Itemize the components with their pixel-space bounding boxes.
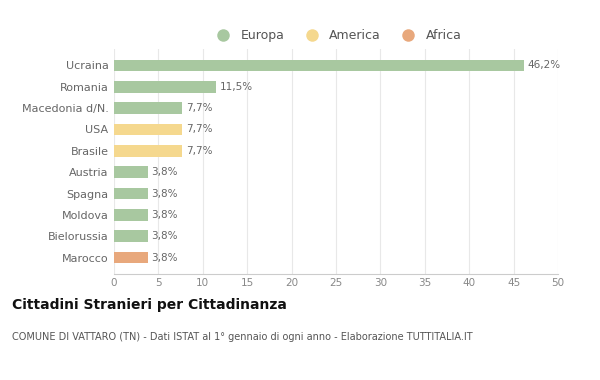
Text: Cittadini Stranieri per Cittadinanza: Cittadini Stranieri per Cittadinanza [12,298,287,312]
Legend: Europa, America, Africa: Europa, America, Africa [205,24,467,47]
Text: 7,7%: 7,7% [186,103,212,113]
Bar [114,124,182,135]
Bar [114,166,148,178]
Bar [114,145,182,157]
Text: 7,7%: 7,7% [186,125,212,135]
Bar [114,60,524,71]
Text: 3,8%: 3,8% [151,231,178,241]
Text: 3,8%: 3,8% [151,167,178,177]
Bar [114,230,148,242]
Text: 46,2%: 46,2% [528,60,561,70]
Text: 3,8%: 3,8% [151,253,178,263]
Bar [114,188,148,200]
Text: 3,8%: 3,8% [151,210,178,220]
Text: 11,5%: 11,5% [220,82,253,92]
Text: COMUNE DI VATTARO (TN) - Dati ISTAT al 1° gennaio di ogni anno - Elaborazione TU: COMUNE DI VATTARO (TN) - Dati ISTAT al 1… [12,332,473,342]
Bar [114,102,182,114]
Bar [114,81,216,93]
Bar [114,209,148,221]
Text: 7,7%: 7,7% [186,146,212,156]
Text: 3,8%: 3,8% [151,188,178,198]
Bar [114,252,148,263]
